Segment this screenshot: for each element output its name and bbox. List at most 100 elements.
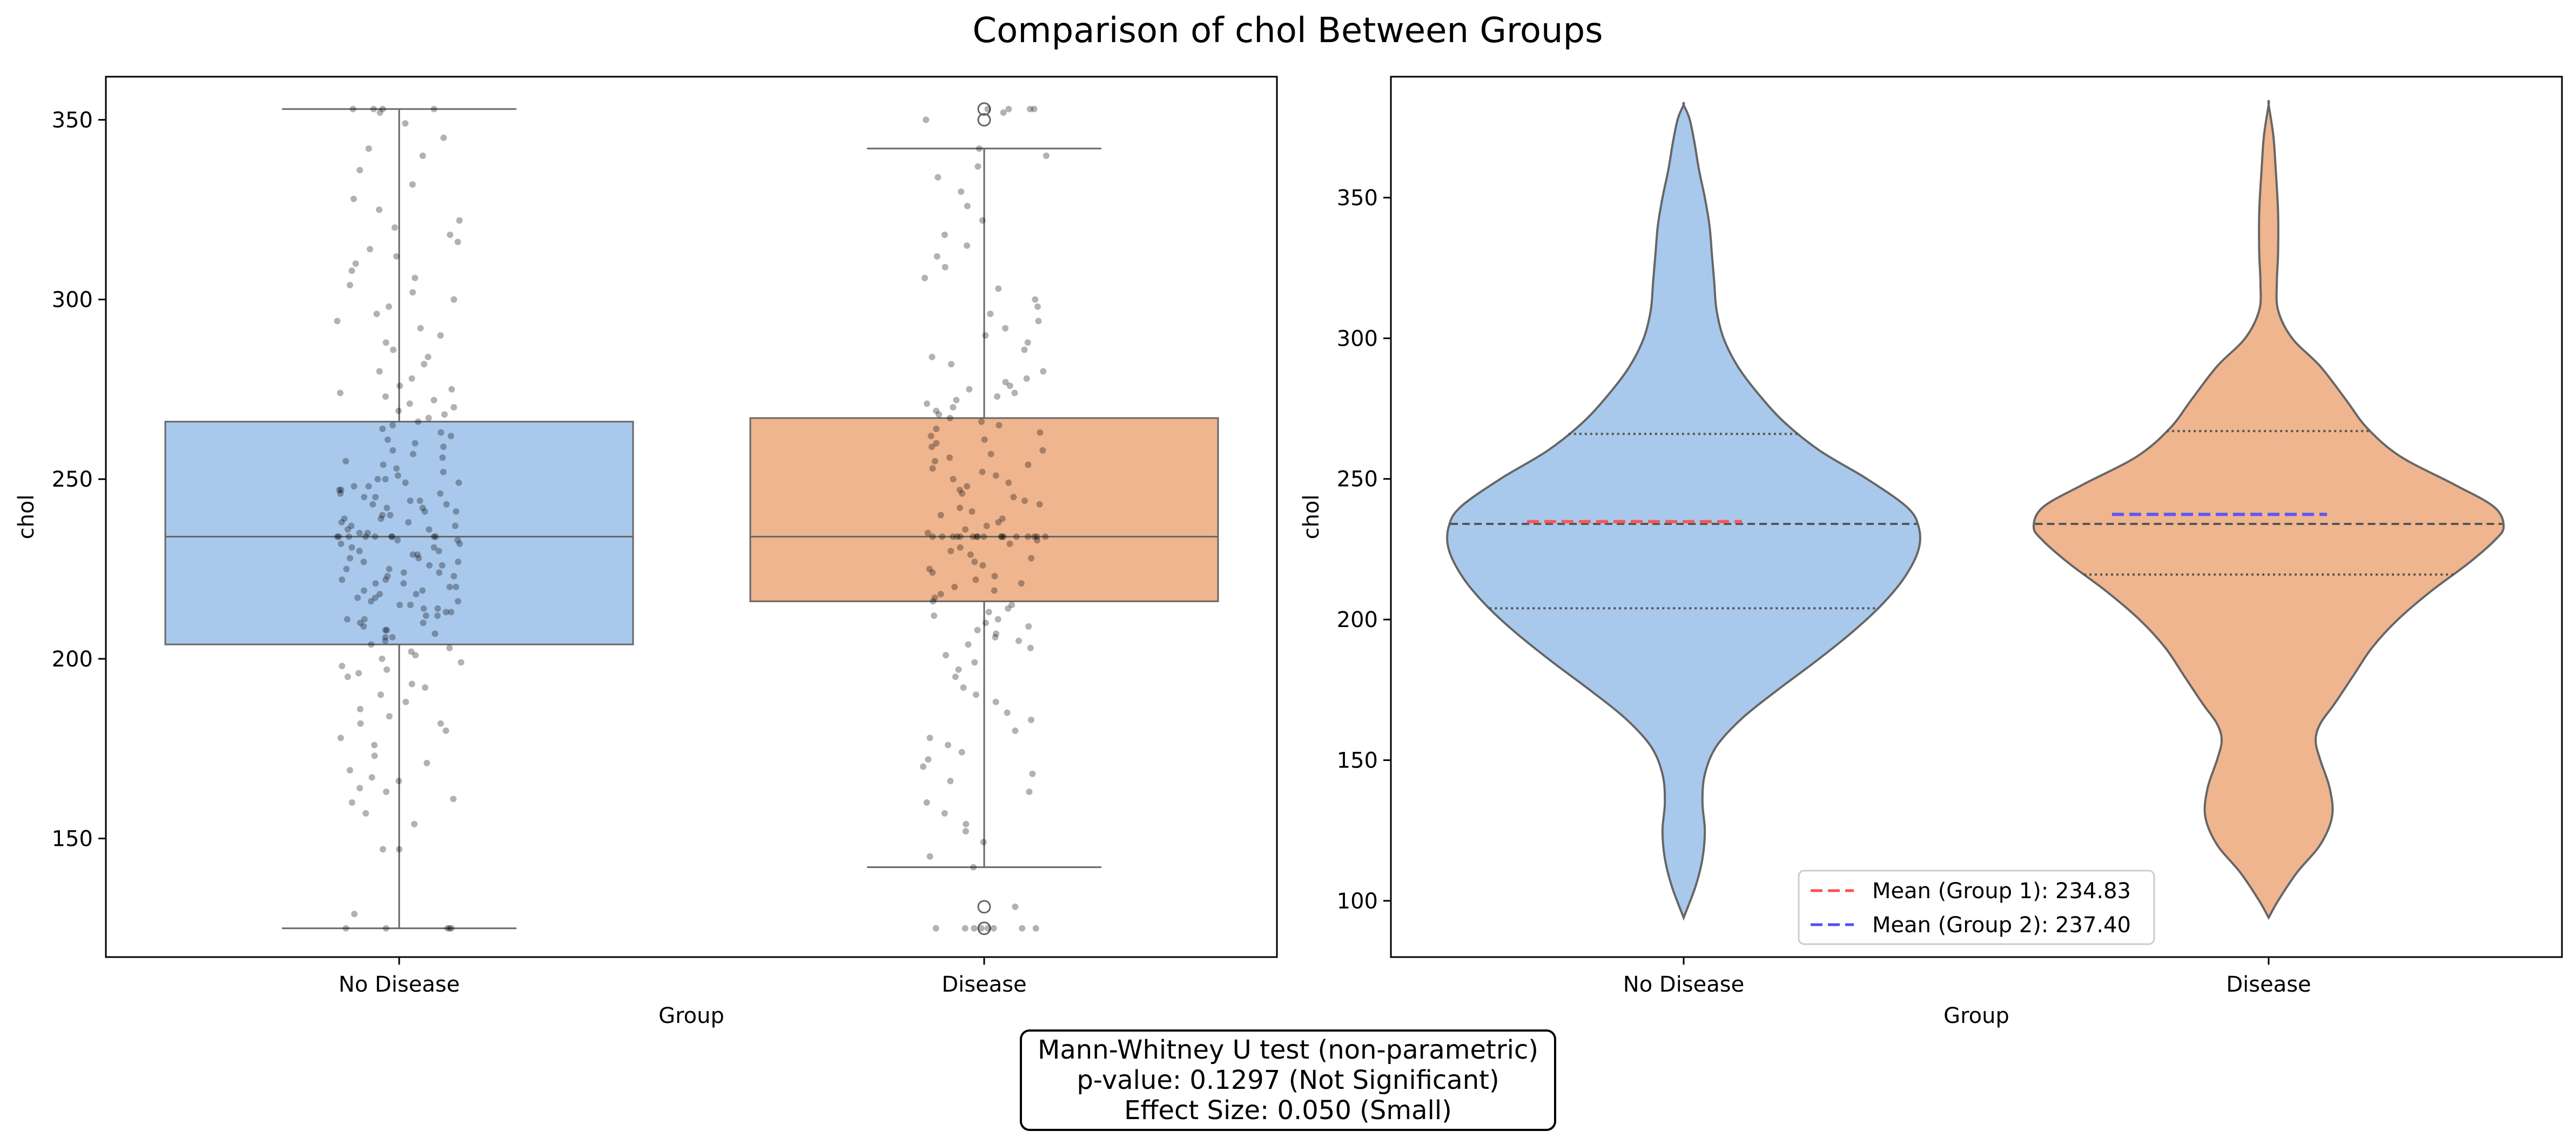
jitter-point-disease [929, 443, 936, 450]
box-disease [749, 417, 1219, 602]
jitter-point-no-disease [442, 609, 449, 616]
jitter-point-no-disease [437, 332, 444, 339]
jitter-point-no-disease [390, 346, 396, 353]
jitter-point-disease [1023, 375, 1030, 382]
jitter-point-disease [1027, 105, 1033, 112]
jitter-point-no-disease [422, 612, 429, 619]
jitter-point-disease [992, 698, 999, 705]
boxplot-y-label: chol [14, 495, 39, 540]
jitter-point-disease [1035, 318, 1042, 325]
jitter-point-no-disease [425, 415, 432, 421]
jitter-point-disease [1025, 461, 1032, 468]
jitter-point-no-disease [448, 609, 455, 616]
jitter-point-no-disease [339, 663, 346, 670]
jitter-point-disease [974, 627, 981, 634]
jitter-point-no-disease [431, 544, 438, 551]
jitter-point-no-disease [366, 246, 373, 253]
jitter-point-disease [1029, 770, 1036, 777]
jitter-point-no-disease [368, 641, 375, 648]
jitter-point-no-disease [374, 476, 381, 483]
jitter-point-no-disease [382, 339, 389, 346]
jitter-point-no-disease [391, 224, 398, 231]
jitter-point-no-disease [357, 705, 364, 712]
violin-legend: Mean (Group 1): 234.83 Mean (Group 2): 2… [1798, 870, 2155, 945]
outlier-point-disease [977, 900, 991, 914]
jitter-point-no-disease [369, 501, 376, 508]
p-value: p-value: 0.1297 (Not Significant) [1077, 1065, 1499, 1095]
jitter-point-disease [941, 231, 948, 238]
jitter-point-no-disease [421, 361, 428, 368]
jitter-point-no-disease [402, 479, 409, 486]
jitter-point-no-disease [352, 260, 359, 267]
jitter-point-no-disease [402, 698, 409, 705]
jitter-point-disease [978, 418, 985, 425]
jitter-point-no-disease [405, 519, 412, 526]
jitter-point-no-disease [458, 659, 465, 666]
jitter-point-no-disease [346, 281, 353, 288]
jitter-point-disease [1026, 789, 1033, 795]
jitter-point-disease [1034, 537, 1040, 544]
jitter-point-no-disease [372, 580, 379, 587]
jitter-point-no-disease [406, 400, 413, 407]
jitter-point-no-disease [357, 785, 363, 792]
jitter-point-no-disease [361, 494, 368, 501]
jitter-point-no-disease [356, 529, 363, 536]
jitter-point-disease [993, 630, 1000, 637]
jitter-point-disease [991, 573, 998, 580]
jitter-point-no-disease [342, 925, 349, 932]
jitter-point-no-disease [409, 289, 416, 296]
jitter-point-no-disease [423, 759, 431, 766]
jitter-point-no-disease [376, 206, 382, 213]
jitter-point-disease [1010, 494, 1017, 501]
jitter-point-no-disease [394, 472, 401, 479]
jitter-point-no-disease [409, 450, 416, 457]
jitter-point-no-disease [389, 634, 396, 641]
jitter-point-disease [963, 820, 970, 827]
x-tick-label: No Disease [339, 972, 460, 997]
jitter-point-no-disease [432, 533, 439, 540]
outlier-point-disease [977, 113, 991, 127]
jitter-point-no-disease [420, 605, 427, 612]
jitter-point-no-disease [425, 353, 432, 360]
jitter-point-no-disease [365, 145, 372, 152]
jitter-point-disease [957, 544, 964, 551]
jitter-point-no-disease [338, 540, 345, 547]
jitter-point-no-disease [415, 555, 422, 562]
jitter-point-disease [994, 393, 1001, 400]
jitter-point-disease [933, 426, 940, 432]
jitter-point-no-disease [387, 511, 394, 519]
jitter-point-no-disease [452, 522, 459, 529]
jitter-point-disease [962, 828, 969, 835]
jitter-point-no-disease [446, 644, 453, 651]
jitter-point-no-disease [384, 436, 391, 443]
jitter-point-disease [979, 217, 986, 224]
jitter-point-no-disease [382, 576, 389, 583]
jitter-point-no-disease [419, 504, 426, 511]
jitter-point-disease [973, 533, 980, 540]
jitter-point-no-disease [419, 587, 426, 594]
jitter-point-no-disease [337, 490, 344, 497]
y-tick-label: 300 [52, 287, 93, 312]
jitter-point-no-disease [456, 540, 463, 547]
jitter-point-no-disease [344, 616, 351, 623]
jitter-point-disease [954, 533, 960, 540]
y-tick-label: 150 [52, 826, 93, 851]
jitter-point-no-disease [379, 105, 386, 112]
jitter-point-disease [936, 411, 943, 418]
jitter-point-no-disease [337, 389, 344, 396]
jitter-point-no-disease [450, 796, 457, 803]
jitter-point-no-disease [355, 670, 362, 677]
jitter-point-no-disease [379, 655, 386, 662]
jitter-point-disease [943, 652, 949, 659]
jitter-point-no-disease [364, 529, 371, 536]
jitter-point-no-disease [454, 537, 461, 544]
jitter-point-no-disease [351, 911, 358, 918]
y-tick-label: 200 [52, 647, 93, 672]
jitter-point-no-disease [447, 231, 454, 238]
jitter-point-no-disease [396, 602, 403, 608]
jitter-point-no-disease [396, 846, 403, 853]
jitter-point-no-disease [444, 925, 451, 932]
jitter-point-disease [1021, 497, 1028, 504]
y-tick-label: 250 [1337, 467, 1378, 492]
